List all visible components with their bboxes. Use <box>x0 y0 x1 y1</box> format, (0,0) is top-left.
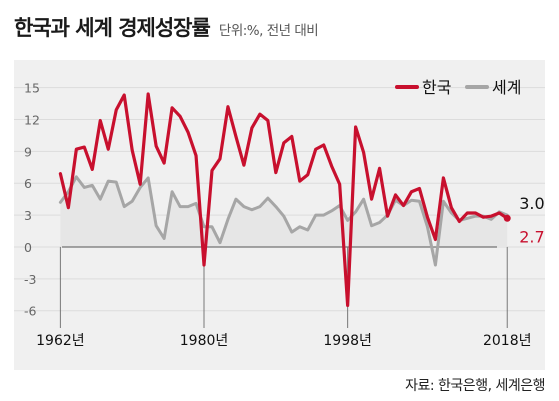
x-tick-label: 1980년 <box>180 333 229 349</box>
chart-title: 한국과 세계 경제성장률 <box>14 16 211 40</box>
chart-legend: 한국 세계 <box>395 78 521 97</box>
series-line-world <box>58 175 509 267</box>
legend-label-world: 세계 <box>492 78 521 97</box>
y-tick-label: 9 <box>24 144 32 159</box>
x-tick-label: 2018년 <box>483 333 532 349</box>
x-axis: 1962년 1980년 1998년 2018년 <box>36 246 532 349</box>
y-tick-label: 0 <box>24 240 32 255</box>
chart-subtitle: 단위:%, 전년 대비 <box>218 23 319 39</box>
end-value-labels: 3.0 2.7 <box>519 194 544 246</box>
korea-end-marker <box>503 214 511 222</box>
y-tick-label: 3 <box>24 208 32 223</box>
end-label-korea: 2.7 <box>519 227 544 246</box>
x-tick-label: 1962년 <box>36 333 85 349</box>
y-tick-labels: 15 12 9 6 3 0 -3 -6 <box>24 81 40 319</box>
y-tick-label: 15 <box>24 81 40 96</box>
y-tick-label: -3 <box>24 272 36 287</box>
legend-label-korea: 한국 <box>422 78 451 97</box>
series-line-korea <box>58 92 509 307</box>
y-tick-label: 12 <box>24 112 40 127</box>
y-tick-label: -6 <box>24 304 37 319</box>
chart-panel: 15 12 9 6 3 0 -3 -6 1962년 1980년 1998년 2018년 한국 세계 … <box>14 60 545 370</box>
series-lines <box>58 92 511 307</box>
x-tick-label: 1998년 <box>323 333 372 349</box>
chart-header: 한국과 세계 경제성장률 단위:%, 전년 대비 <box>14 12 319 42</box>
end-label-world: 3.0 <box>519 194 544 213</box>
source-note: 자료: 한국은행, 세계은행 <box>405 378 545 394</box>
y-tick-label: 6 <box>24 176 32 191</box>
